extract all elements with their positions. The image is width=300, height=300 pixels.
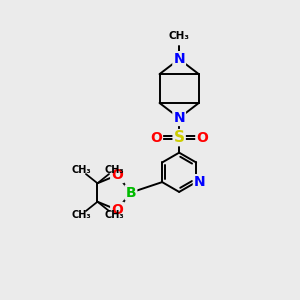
Text: O: O: [150, 130, 162, 145]
Text: CH₃: CH₃: [104, 210, 124, 220]
Text: CH₃: CH₃: [71, 165, 91, 175]
Text: O: O: [196, 130, 208, 145]
Text: S: S: [174, 130, 185, 145]
Text: N: N: [173, 111, 185, 125]
Text: CH₃: CH₃: [71, 210, 91, 220]
Text: O: O: [111, 168, 123, 182]
Text: O: O: [111, 203, 123, 217]
Text: N: N: [194, 175, 206, 189]
Text: N: N: [173, 52, 185, 66]
Text: CH₃: CH₃: [104, 165, 124, 175]
Text: B: B: [126, 185, 136, 200]
Text: CH₃: CH₃: [169, 31, 190, 41]
